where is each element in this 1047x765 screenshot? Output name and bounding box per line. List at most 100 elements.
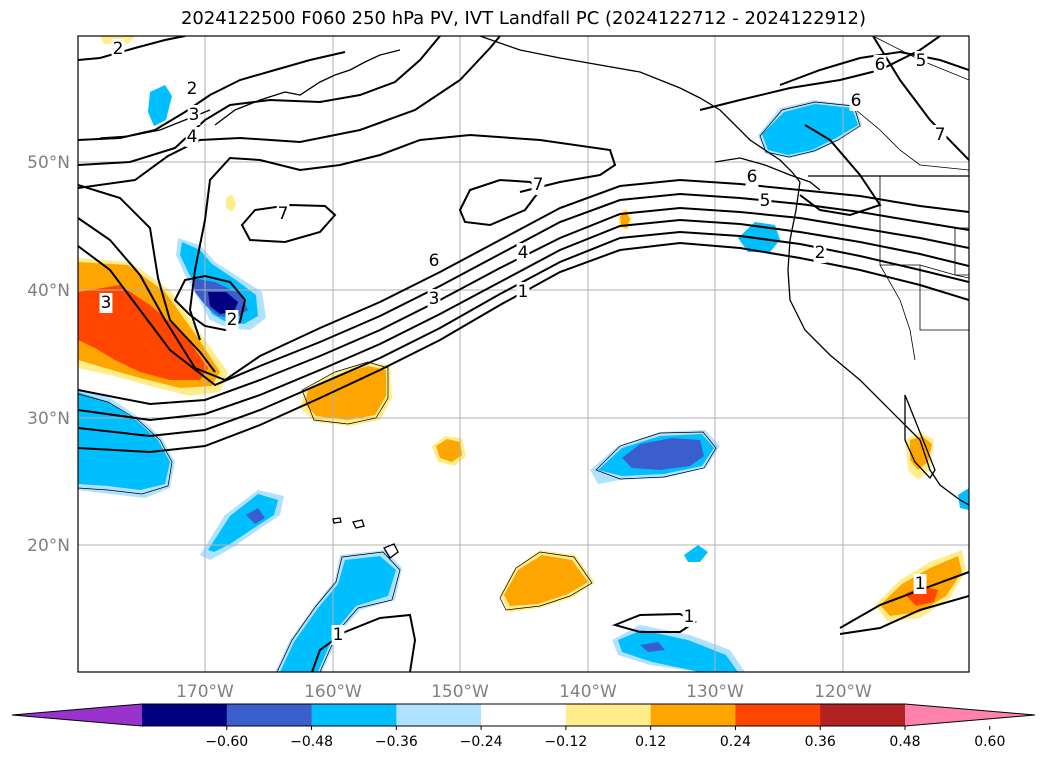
filled-anomaly-layer [78,36,969,672]
contour-label: 5 [916,51,927,71]
negative-anomaly-eastern-core [622,438,704,470]
contour-label-halo [914,51,928,71]
colorbar-tick-label: 0.60 [974,734,1005,750]
contour-label: 6 [875,55,886,75]
colorbar-swatch [820,704,906,726]
contour-south-1 [311,613,417,672]
colorbar-tick-label: 0.12 [635,734,666,750]
contour-label: 7 [533,175,544,195]
contour-label-layer: 2 2 3 4 5 6 6 7 7 7 6 5 4 3 6 2 1 1 1 1 … [99,39,947,645]
negative-anomaly-southwest-core [78,392,170,490]
colorbar-swatch [735,704,821,726]
contour-label-halo [99,293,113,313]
colorbar-tick-label: −0.24 [460,734,503,750]
contour-label-halo [849,91,863,111]
contour-4 [78,206,969,406]
contour-label: 2 [113,39,124,59]
colorbar-tick-label: −0.36 [375,734,418,750]
lat-label: 20°N [27,536,70,556]
contour-label-halo [427,289,441,309]
lon-label: 160°W [304,682,362,702]
negative-anomaly-northeast-core [762,104,858,155]
negative-anomaly-subtropical-inner [246,508,265,524]
colorbar-outline [11,703,1036,727]
contour-5 [78,192,969,387]
contour-northeast-7 [799,124,882,217]
lon-label: 140°W [559,682,617,702]
anomaly-outlines [78,101,861,672]
lat-label: 40°N [27,281,70,301]
contour-label: 7 [278,204,289,224]
contour-north-3 [78,51,346,141]
lat-label: 30°N [27,409,70,429]
contour-label: 2 [815,243,826,263]
colorbar-tick-label: 0.24 [720,734,751,750]
contour-label-halo [516,243,530,263]
lon-label: 130°W [686,682,744,702]
contour-label: 4 [187,127,198,147]
contour-label: 2 [187,79,198,99]
contour-label: 5 [760,191,771,211]
contour-label-halo [813,243,827,263]
colorbar-swatch [565,704,652,726]
colorbar-tick-label: −0.12 [544,734,587,750]
contour-label: 3 [101,293,112,313]
colorbar-tick-label: −0.60 [205,734,248,750]
contour-low-dateline [173,274,247,332]
contour-label-halo [111,39,125,59]
contour-northeast-6 [699,36,941,111]
contour-3 [78,218,969,422]
contour-label-halo [187,105,201,125]
contour-north-2 [78,36,186,61]
contour-label-halo [516,282,530,302]
positive-anomaly-small-east-core [436,439,462,462]
contour-label: 7 [935,125,946,145]
negative-anomaly-bottom-core [618,630,738,672]
contour-label: 2 [227,310,238,330]
positive-anomaly-tiny-north-core [620,211,630,228]
colorbar-tick-label: 0.36 [805,734,836,750]
contour-label-halo [331,625,345,645]
positive-anomaly-southeast-core [905,586,938,606]
contour-1 [78,241,969,454]
contour-label-halo [225,310,239,330]
contour-southeast-1b [839,595,969,635]
contour-label: 1 [915,574,926,594]
contour-label: 6 [747,167,758,187]
colorbar-extend-high [905,704,1035,726]
contour-label-halo [427,251,441,271]
map-title: 2024122500 F060 250 hPa PV, IVT Landfall… [180,8,867,29]
colorbar-extend-low [12,704,142,726]
colorbar-swatch [396,704,482,726]
contour-7a [78,184,216,373]
negative-anomaly-coastal [738,222,780,252]
contour-label: 4 [518,243,529,263]
lat-label: 50°N [27,153,70,173]
colorbar-swatch [481,704,567,726]
contour-2 [78,230,969,438]
lon-label: 120°W [814,682,872,702]
colorbar-swatch [311,704,397,726]
colorbar: −0.60 −0.48 −0.36 −0.24 −0.12 0.12 0.24 0.36 0.4… [11,703,1036,750]
contour-label-halo [531,175,545,195]
colorbar-swatch [650,704,736,726]
positive-anomaly-central-core [305,366,386,420]
graticule [78,36,969,672]
map-frame [77,35,970,673]
contour-label: 1 [684,607,695,627]
negative-anomaly-tiny-east [958,488,969,510]
negative-anomaly-north-small [148,85,172,126]
lon-label: 150°W [431,682,489,702]
colorbar-tick-label: −0.48 [290,734,333,750]
positive-anomaly-south-core [504,555,588,606]
contour-label: 6 [851,91,862,111]
contour-label-halo [185,127,199,147]
contour-label-halo [873,55,887,75]
negative-anomaly-dateline-core [208,292,238,314]
contour-northeast-7b [872,36,969,161]
contour-label-halo [682,607,696,627]
contour-label: 3 [429,289,440,309]
contour-label-halo [758,191,772,211]
negative-anomaly-tiny [684,545,708,562]
